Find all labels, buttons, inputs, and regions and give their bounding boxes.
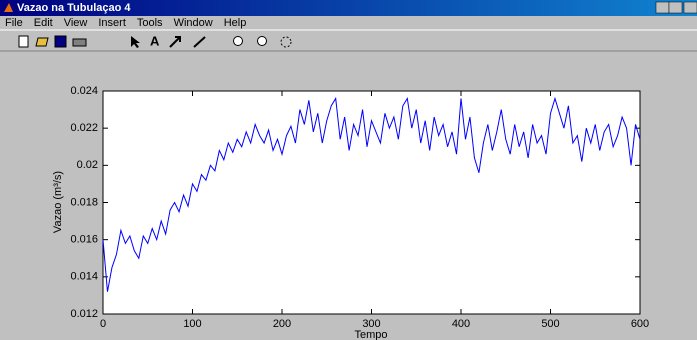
menu-item[interactable]: Insert	[98, 17, 126, 29]
title-bar	[0, 0, 697, 16]
x-tick-label: 200	[273, 318, 291, 330]
x-tick-label: 100	[183, 318, 201, 330]
data-line	[102, 96, 641, 292]
line-icon[interactable]	[193, 36, 206, 48]
x-tick-label: 500	[541, 318, 559, 330]
zoom-in-icon[interactable]	[233, 36, 243, 46]
y-axis-label: Vazao (m³/s)	[52, 171, 64, 233]
open-icon[interactable]	[35, 37, 49, 47]
axes	[102, 90, 641, 315]
save-icon[interactable]	[54, 35, 67, 48]
rotate-icon[interactable]	[280, 36, 292, 48]
y-tick-label: 0.02	[77, 159, 98, 171]
x-tick-label: 600	[631, 318, 649, 330]
app-icon	[4, 3, 13, 12]
arrow-tool-icon[interactable]	[169, 36, 181, 48]
new-icon[interactable]	[18, 35, 29, 48]
maximize-button[interactable]	[668, 1, 683, 14]
x-tick-label: 0	[100, 318, 106, 330]
menu-item[interactable]: Window	[174, 17, 213, 29]
y-tick-label: 0.024	[70, 85, 98, 97]
menu-item[interactable]: Edit	[34, 17, 53, 29]
x-tick-label: 400	[452, 318, 470, 330]
window-title: Vazao na Tubulaçao 4	[17, 2, 131, 14]
window-buttons	[655, 1, 697, 14]
menu-item[interactable]: View	[64, 17, 88, 29]
y-tick-label: 0.022	[70, 122, 98, 134]
menu-item[interactable]: Help	[224, 17, 247, 29]
minimize-button[interactable]	[655, 1, 670, 14]
print-icon[interactable]	[72, 38, 87, 47]
y-tick-label: 0.018	[70, 196, 98, 208]
menu-item[interactable]: File	[5, 17, 23, 29]
y-tick-label: 0.014	[70, 271, 98, 283]
close-button[interactable]	[683, 1, 697, 14]
arrow-icon[interactable]	[131, 36, 140, 48]
menu-bar: File Edit View Insert Tools Window Help	[5, 17, 246, 29]
x-axis-label: Tempo	[354, 329, 387, 340]
zoom-out-icon[interactable]	[257, 36, 267, 46]
y-tick-label: 0.016	[70, 234, 98, 246]
y-tick-label: 0.012	[70, 308, 98, 320]
menu-item[interactable]: Tools	[137, 17, 163, 29]
toolbar: A	[18, 33, 292, 48]
x-tick-label: 300	[362, 318, 380, 330]
text-icon[interactable]: A	[150, 33, 160, 48]
